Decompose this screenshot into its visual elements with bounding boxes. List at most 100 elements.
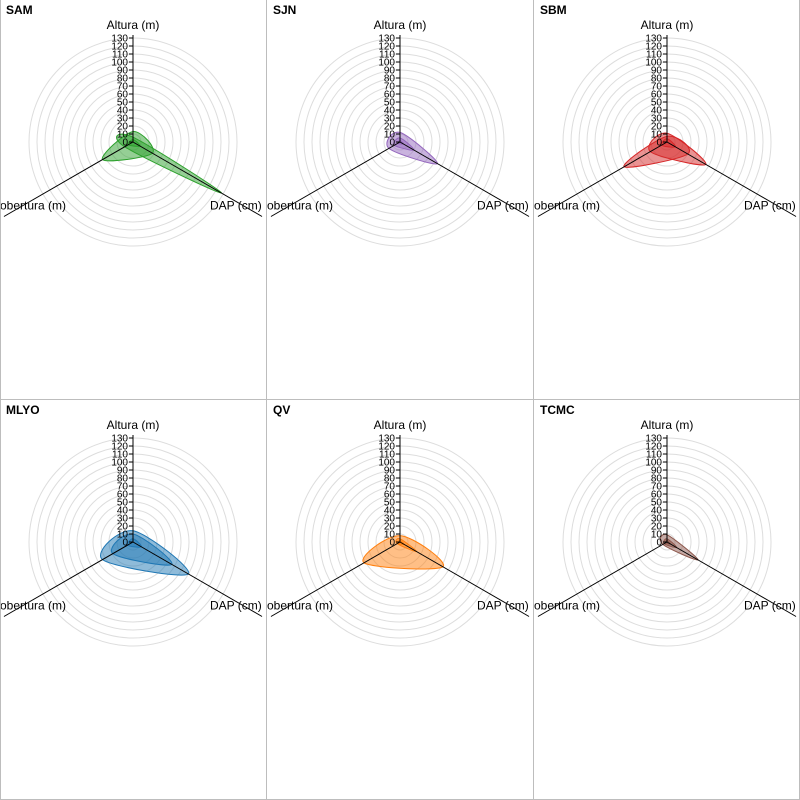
tick-label: 50 xyxy=(117,98,129,109)
tick-label: 90 xyxy=(384,66,396,77)
panel-divider xyxy=(0,0,1,800)
tick-label: 130 xyxy=(111,434,128,445)
radar-panel-mlyo: MLYO 0 10 20 30 40 50 60 70 80 90 100 110 120 130 Altu… xyxy=(0,400,266,799)
tick-label: 10 xyxy=(384,130,396,141)
tick-label: 80 xyxy=(117,74,129,85)
radar-axis-line xyxy=(399,541,530,617)
panel-divider xyxy=(533,0,534,800)
tick-label: 20 xyxy=(117,122,129,133)
tick-label: 10 xyxy=(651,530,663,541)
radar-axis-line xyxy=(132,141,263,217)
tick-label: 110 xyxy=(646,450,662,461)
tick-label: 0 xyxy=(656,538,662,549)
tick-label: 120 xyxy=(378,42,395,53)
axis-label-dap: DAP (cm) xyxy=(210,599,262,613)
tick-label: 70 xyxy=(651,82,663,93)
axis-label-dap: DAP (cm) xyxy=(210,199,262,213)
tick-label: 120 xyxy=(111,442,128,453)
tick-label: 90 xyxy=(117,66,129,77)
radar-axis-line xyxy=(666,541,797,617)
axis-label-altura: Altura (m) xyxy=(374,418,427,432)
radar-panel-sbm: SBM 0 10 20 30 40 50 60 70 80 90 100 110 120 130 Altur… xyxy=(534,0,800,399)
axis-label-altura: Altura (m) xyxy=(107,418,160,432)
tick-label: 80 xyxy=(117,474,129,485)
tick-label: 0 xyxy=(389,538,395,549)
tick-label: 90 xyxy=(651,66,663,77)
tick-label: 100 xyxy=(111,458,128,469)
tick-label: 40 xyxy=(117,106,129,117)
tick-label: 70 xyxy=(384,482,396,493)
tick-label: 50 xyxy=(651,498,663,509)
tick-label: 60 xyxy=(117,490,129,501)
tick-label: 40 xyxy=(651,506,663,517)
panel-title: SJN xyxy=(273,3,297,17)
axis-label-dap: DAP (cm) xyxy=(477,199,529,213)
tick-label: 40 xyxy=(651,106,663,117)
tick-label: 100 xyxy=(111,58,128,69)
tick-label: 100 xyxy=(378,458,395,469)
tick-label: 40 xyxy=(384,506,396,517)
tick-label: 130 xyxy=(378,34,395,45)
tick-label: 130 xyxy=(645,434,662,445)
tick-label: 70 xyxy=(117,82,129,93)
radar-axis-line xyxy=(537,541,668,617)
series-area xyxy=(362,535,444,570)
tick-label: 50 xyxy=(384,498,396,509)
radar-axis-line xyxy=(666,141,797,217)
tick-label: 130 xyxy=(378,434,395,445)
axis-label-altura: Altura (m) xyxy=(374,18,427,32)
panel-title: TCMC xyxy=(540,403,575,417)
tick-label: 110 xyxy=(646,50,662,61)
tick-label: 20 xyxy=(117,522,129,533)
tick-label: 100 xyxy=(645,58,662,69)
tick-label: 10 xyxy=(651,130,663,141)
tick-label: 80 xyxy=(384,74,396,85)
panel-title: SAM xyxy=(6,3,33,17)
tick-label: 120 xyxy=(645,442,662,453)
tick-label: 30 xyxy=(117,514,129,525)
tick-label: 60 xyxy=(117,90,129,101)
radar-axis-line xyxy=(132,541,263,617)
tick-label: 40 xyxy=(384,106,396,117)
tick-label: 100 xyxy=(645,458,662,469)
tick-label: 70 xyxy=(651,482,663,493)
axis-label-dap: DAP (cm) xyxy=(744,199,796,213)
tick-label: 30 xyxy=(384,514,396,525)
axis-label-cobertura: Cobertura (m) xyxy=(267,599,333,613)
axis-label-cobertura: Cobertura (m) xyxy=(534,599,600,613)
radar-panel-sjn: SJN 0 10 20 30 40 50 60 70 80 90 100 110 120 130 Altur… xyxy=(267,0,533,399)
axis-label-altura: Altura (m) xyxy=(107,18,160,32)
axis-label-cobertura: Cobertura (m) xyxy=(0,199,66,213)
tick-label: 20 xyxy=(651,522,663,533)
tick-label: 60 xyxy=(651,90,663,101)
tick-label: 100 xyxy=(378,58,395,69)
radar-panel-qv: QV 0 10 20 30 40 50 60 70 80 90 100 110 120 130 Altura… xyxy=(267,400,533,799)
axis-label-altura: Altura (m) xyxy=(641,18,694,32)
tick-label: 10 xyxy=(117,530,129,541)
tick-label: 90 xyxy=(651,466,663,477)
tick-label: 80 xyxy=(651,474,663,485)
tick-label: 130 xyxy=(645,34,662,45)
tick-label: 50 xyxy=(117,498,129,509)
panel-title: SBM xyxy=(540,3,567,17)
radar-axis-line xyxy=(3,541,134,617)
tick-label: 90 xyxy=(117,466,129,477)
tick-label: 40 xyxy=(117,506,129,517)
panel-divider xyxy=(0,399,800,400)
tick-label: 10 xyxy=(117,130,129,141)
tick-label: 0 xyxy=(122,538,128,549)
radar-axis-line xyxy=(270,541,401,617)
tick-label: 110 xyxy=(379,50,395,61)
tick-label: 0 xyxy=(389,138,395,149)
tick-label: 30 xyxy=(384,114,396,125)
axis-label-cobertura: Cobertura (m) xyxy=(0,599,66,613)
tick-label: 50 xyxy=(384,98,396,109)
panel-title: QV xyxy=(273,403,291,417)
tick-label: 120 xyxy=(378,442,395,453)
radar-axis-line xyxy=(537,141,668,217)
radar-panel-tcmc: TCMC 0 10 20 30 40 50 60 70 80 90 100 110 120 130 Altu… xyxy=(534,400,800,799)
